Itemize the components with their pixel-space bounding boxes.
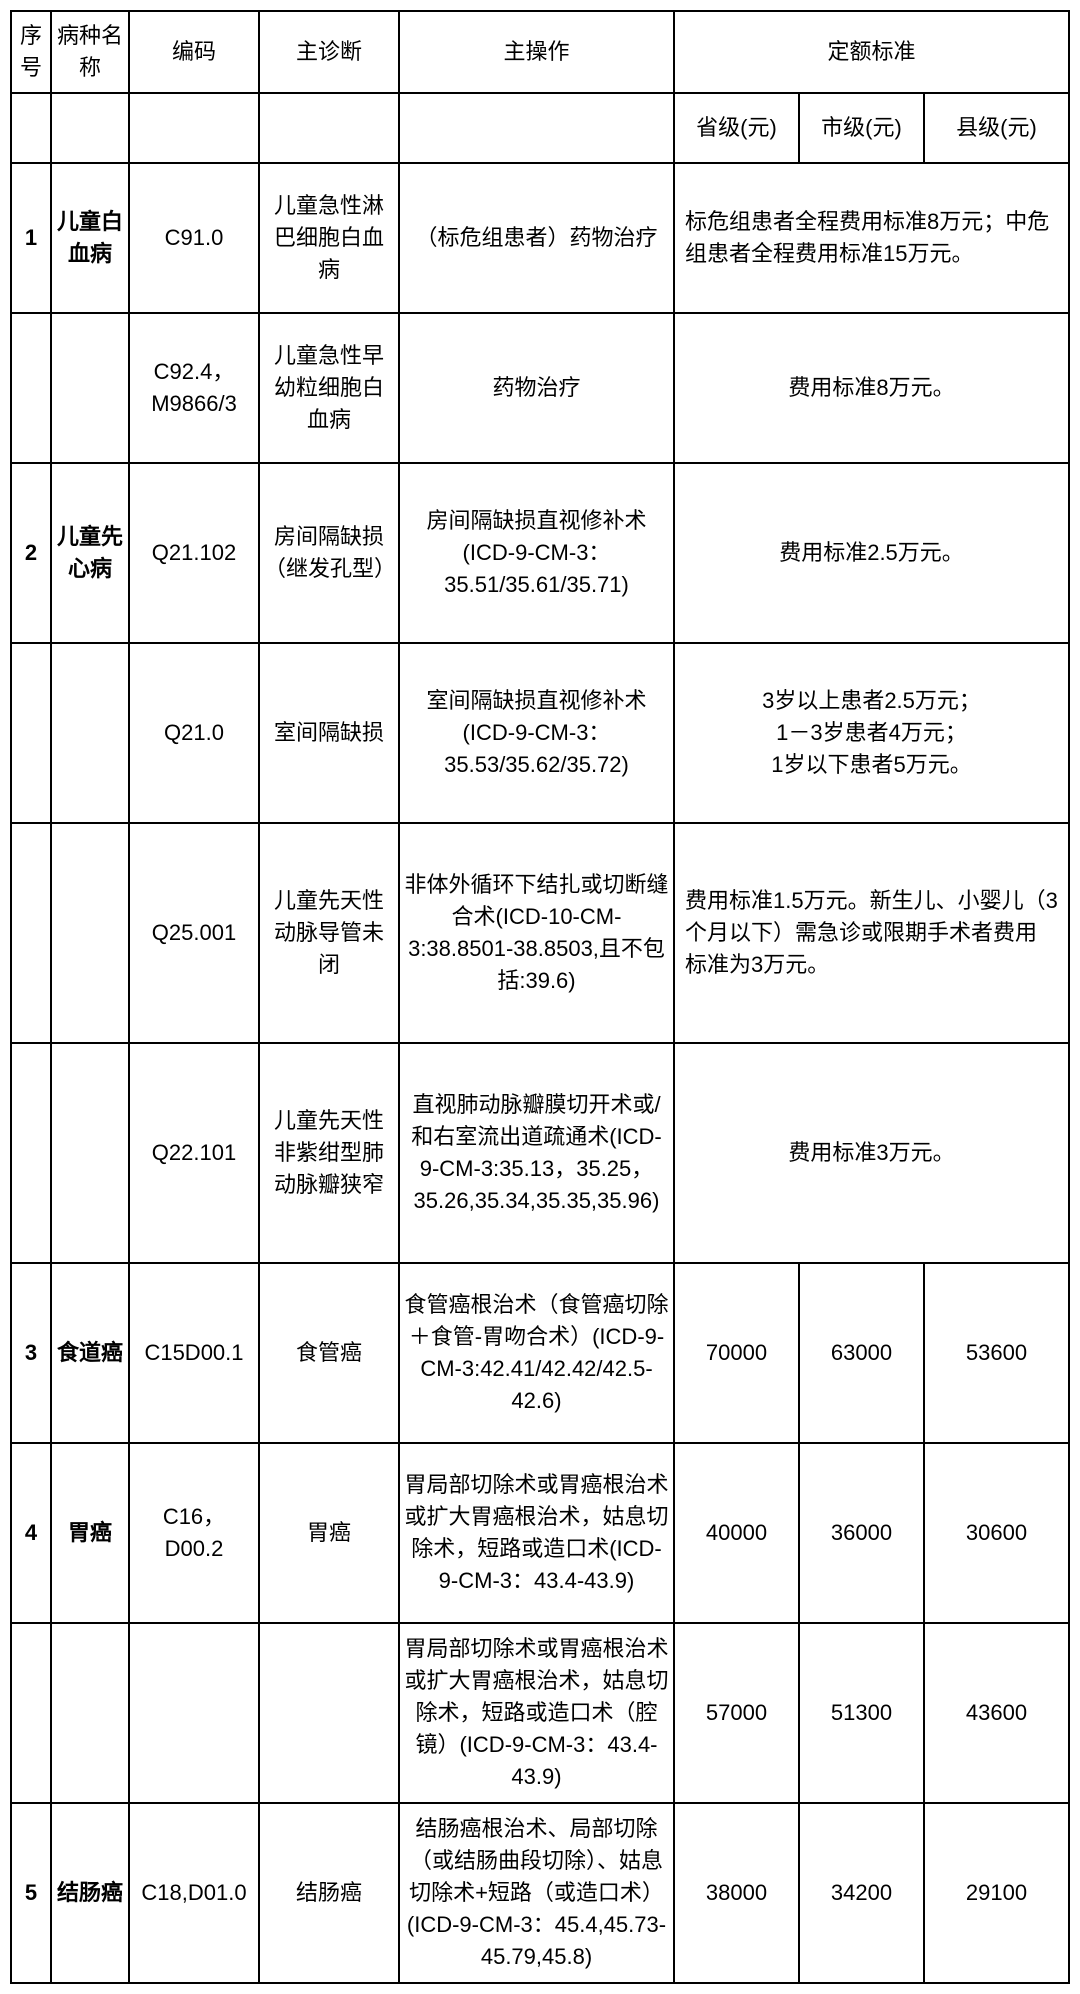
cell-seq (11, 823, 51, 1043)
cell-county: 43600 (924, 1623, 1069, 1803)
table-row: 1 儿童白血病 C91.0 儿童急性淋巴细胞白血病 （标危组患者）药物治疗 标危… (11, 163, 1069, 313)
table-row: Q22.101 儿童先天性非紫绀型肺动脉瓣狭窄 直视肺动脉瓣膜切开术或/和右室流… (11, 1043, 1069, 1263)
cell-province: 57000 (674, 1623, 799, 1803)
cell-seq (11, 1043, 51, 1263)
cell-diagnosis: 房间隔缺损（继发孔型） (259, 463, 399, 643)
cell-seq: 2 (11, 463, 51, 643)
cell-name: 儿童先心病 (51, 463, 129, 643)
cell-standard: 费用标准8万元。 (674, 313, 1069, 463)
header-seq: 序号 (11, 11, 51, 93)
cell-operation: 室间隔缺损直视修补术(ICD-9-CM-3：35.53/35.62/35.72) (399, 643, 674, 823)
cell-operation: （标危组患者）药物治疗 (399, 163, 674, 313)
cell-code: Q21.0 (129, 643, 259, 823)
table-row: 2 儿童先心病 Q21.102 房间隔缺损（继发孔型） 房间隔缺损直视修补术(I… (11, 463, 1069, 643)
cell-code: C92.4，M9866/3 (129, 313, 259, 463)
cell-operation: 房间隔缺损直视修补术(ICD-9-CM-3：35.51/35.61/35.71) (399, 463, 674, 643)
cell-county: 30600 (924, 1443, 1069, 1623)
header-operation: 主操作 (399, 11, 674, 93)
cell-code: C16，D00.2 (129, 1443, 259, 1623)
cell-code: C18,D01.0 (129, 1803, 259, 1983)
cell-county: 29100 (924, 1803, 1069, 1983)
sub-province: 省级(元) (674, 93, 799, 163)
cell-seq (11, 1623, 51, 1803)
cell-seq: 1 (11, 163, 51, 313)
cell-standard: 3岁以上患者2.5万元； 1－3岁患者4万元； 1岁以下患者5万元。 (674, 643, 1069, 823)
header-code: 编码 (129, 11, 259, 93)
cell-code: Q25.001 (129, 823, 259, 1043)
cell-city: 36000 (799, 1443, 924, 1623)
cell-diagnosis: 儿童急性淋巴细胞白血病 (259, 163, 399, 313)
sub-seq (11, 93, 51, 163)
cell-province: 70000 (674, 1263, 799, 1443)
cell-name (51, 1623, 129, 1803)
header-fixed-standard: 定额标准 (674, 11, 1069, 93)
cell-province: 40000 (674, 1443, 799, 1623)
cell-diagnosis (259, 1623, 399, 1803)
table-row: 4 胃癌 C16，D00.2 胃癌 胃局部切除术或胃癌根治术或扩大胃癌根治术，姑… (11, 1443, 1069, 1623)
cell-diagnosis: 室间隔缺损 (259, 643, 399, 823)
cell-county: 53600 (924, 1263, 1069, 1443)
table-subheader-row: 省级(元) 市级(元) 县级(元) (11, 93, 1069, 163)
sub-city: 市级(元) (799, 93, 924, 163)
cell-diagnosis: 结肠癌 (259, 1803, 399, 1983)
cell-name (51, 1043, 129, 1263)
header-diagnosis: 主诊断 (259, 11, 399, 93)
cell-diagnosis: 儿童急性早幼粒细胞白血病 (259, 313, 399, 463)
cell-city: 34200 (799, 1803, 924, 1983)
cell-standard: 费用标准2.5万元。 (674, 463, 1069, 643)
cell-name: 结肠癌 (51, 1803, 129, 1983)
table-header-row: 序号 病种名称 编码 主诊断 主操作 定额标准 (11, 11, 1069, 93)
sub-oper (399, 93, 674, 163)
cell-province: 38000 (674, 1803, 799, 1983)
cell-name (51, 313, 129, 463)
sub-name (51, 93, 129, 163)
cell-name: 儿童白血病 (51, 163, 129, 313)
cell-code: C91.0 (129, 163, 259, 313)
cell-operation: 胃局部切除术或胃癌根治术或扩大胃癌根治术，姑息切除术，短路或造口术(ICD-9-… (399, 1443, 674, 1623)
table-row: 5 结肠癌 C18,D01.0 结肠癌 结肠癌根治术、局部切除（或结肠曲段切除）… (11, 1803, 1069, 1983)
cell-operation: 直视肺动脉瓣膜切开术或/和右室流出道疏通术(ICD-9-CM-3:35.13，3… (399, 1043, 674, 1263)
cell-seq: 3 (11, 1263, 51, 1443)
cell-diagnosis: 儿童先天性非紫绀型肺动脉瓣狭窄 (259, 1043, 399, 1263)
cell-seq (11, 643, 51, 823)
cell-code: C15D00.1 (129, 1263, 259, 1443)
cell-name: 胃癌 (51, 1443, 129, 1623)
table-row: C92.4，M9866/3 儿童急性早幼粒细胞白血病 药物治疗 费用标准8万元。 (11, 313, 1069, 463)
cell-seq: 5 (11, 1803, 51, 1983)
cell-operation: 非体外循环下结扎或切断缝合术(ICD-10-CM-3:38.8501-38.85… (399, 823, 674, 1043)
cell-operation: 结肠癌根治术、局部切除（或结肠曲段切除）、姑息切除术+短路（或造口术）(ICD-… (399, 1803, 674, 1983)
header-disease-name: 病种名称 (51, 11, 129, 93)
cell-operation: 食管癌根治术（食管癌切除＋食管-胃吻合术）(ICD-9-CM-3:42.41/4… (399, 1263, 674, 1443)
cell-standard: 标危组患者全程费用标准8万元；中危组患者全程费用标准15万元。 (674, 163, 1069, 313)
sub-code (129, 93, 259, 163)
cell-code: Q21.102 (129, 463, 259, 643)
cell-code (129, 1623, 259, 1803)
cell-standard: 费用标准1.5万元。新生儿、小婴儿（3个月以下）需急诊或限期手术者费用标准为3万… (674, 823, 1069, 1043)
table-row: Q21.0 室间隔缺损 室间隔缺损直视修补术(ICD-9-CM-3：35.53/… (11, 643, 1069, 823)
table-row: 3 食道癌 C15D00.1 食管癌 食管癌根治术（食管癌切除＋食管-胃吻合术）… (11, 1263, 1069, 1443)
cell-diagnosis: 胃癌 (259, 1443, 399, 1623)
cell-operation: 胃局部切除术或胃癌根治术或扩大胃癌根治术，姑息切除术，短路或造口术（腔镜）(IC… (399, 1623, 674, 1803)
disease-fee-table: 序号 病种名称 编码 主诊断 主操作 定额标准 省级(元) 市级(元) 县级(元… (10, 10, 1070, 1984)
cell-seq: 4 (11, 1443, 51, 1623)
table-row: Q25.001 儿童先天性动脉导管未闭 非体外循环下结扎或切断缝合术(ICD-1… (11, 823, 1069, 1043)
cell-city: 63000 (799, 1263, 924, 1443)
cell-standard: 费用标准3万元。 (674, 1043, 1069, 1263)
sub-county: 县级(元) (924, 93, 1069, 163)
cell-diagnosis: 儿童先天性动脉导管未闭 (259, 823, 399, 1043)
sub-diag (259, 93, 399, 163)
cell-seq (11, 313, 51, 463)
cell-name (51, 643, 129, 823)
cell-name: 食道癌 (51, 1263, 129, 1443)
table-row: 胃局部切除术或胃癌根治术或扩大胃癌根治术，姑息切除术，短路或造口术（腔镜）(IC… (11, 1623, 1069, 1803)
cell-diagnosis: 食管癌 (259, 1263, 399, 1443)
cell-name (51, 823, 129, 1043)
cell-operation: 药物治疗 (399, 313, 674, 463)
cell-city: 51300 (799, 1623, 924, 1803)
cell-code: Q22.101 (129, 1043, 259, 1263)
